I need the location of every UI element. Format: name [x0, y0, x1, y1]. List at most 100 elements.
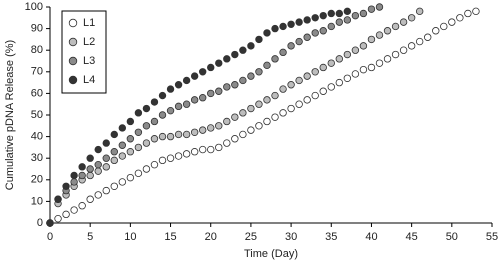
point — [239, 76, 247, 85]
point — [271, 91, 279, 100]
point — [118, 152, 127, 160]
point — [126, 117, 135, 126]
point — [110, 182, 118, 190]
point — [182, 150, 191, 158]
point — [142, 165, 151, 173]
point — [375, 31, 384, 39]
point — [86, 171, 94, 180]
point — [472, 7, 480, 16]
point — [102, 139, 110, 147]
point — [231, 113, 239, 121]
point — [279, 22, 287, 31]
point — [343, 7, 352, 16]
point — [327, 83, 335, 91]
point — [142, 139, 151, 147]
x-tick-label: 30 — [285, 231, 297, 243]
point — [198, 68, 207, 76]
point — [239, 46, 247, 54]
point — [335, 55, 344, 63]
point — [399, 46, 408, 54]
point — [207, 124, 215, 132]
point — [351, 11, 360, 20]
point — [150, 135, 159, 143]
point — [182, 100, 191, 108]
point — [215, 59, 223, 67]
point — [351, 46, 360, 54]
point — [391, 50, 400, 59]
x-tick-label: 15 — [164, 231, 176, 243]
point — [263, 61, 271, 70]
point — [271, 24, 279, 33]
y-tick-label: 10 — [31, 195, 43, 207]
point — [118, 124, 127, 132]
point — [190, 148, 199, 156]
point — [158, 132, 167, 141]
point — [86, 195, 94, 203]
point — [327, 22, 335, 31]
point — [359, 42, 368, 50]
y-tick-label: 50 — [31, 109, 43, 121]
point — [231, 135, 239, 143]
point — [70, 171, 78, 180]
point — [231, 50, 239, 59]
point — [383, 27, 392, 35]
point — [295, 37, 303, 46]
y-tick-label: 30 — [31, 152, 43, 164]
point — [255, 68, 263, 76]
x-tick-label: 45 — [406, 231, 418, 243]
point — [174, 130, 183, 139]
point — [367, 5, 376, 13]
point — [255, 100, 263, 108]
point — [190, 96, 199, 104]
point — [359, 9, 368, 18]
point — [263, 96, 271, 104]
point — [343, 74, 352, 82]
x-tick-label: 10 — [124, 231, 136, 243]
point — [327, 59, 335, 67]
point — [174, 102, 183, 111]
point — [62, 210, 70, 219]
point — [118, 141, 127, 149]
legend-label: L3 — [83, 55, 95, 67]
point — [287, 104, 295, 113]
point — [231, 81, 239, 89]
point — [407, 42, 416, 50]
point — [263, 29, 271, 37]
y-tick-label: 60 — [31, 87, 43, 99]
point — [351, 70, 360, 78]
point — [158, 156, 167, 165]
point — [110, 148, 118, 156]
point — [255, 122, 263, 130]
point — [456, 14, 464, 22]
point — [319, 87, 327, 95]
point — [174, 152, 183, 160]
y-tick-label: 80 — [31, 44, 43, 56]
x-tick-label: 35 — [325, 231, 337, 243]
point — [255, 35, 263, 44]
x-tick-label: 40 — [365, 231, 377, 243]
point — [190, 72, 199, 80]
point — [359, 65, 368, 74]
x-tick-label: 55 — [486, 231, 498, 243]
point — [432, 27, 440, 35]
point — [94, 160, 102, 169]
point — [375, 3, 384, 11]
point — [239, 109, 247, 117]
point — [343, 50, 352, 59]
point — [367, 63, 376, 72]
point — [54, 195, 62, 203]
x-tick-label: 25 — [245, 231, 257, 243]
point — [102, 186, 110, 195]
point — [295, 76, 303, 85]
legend-symbol — [68, 56, 78, 66]
point — [215, 143, 223, 152]
point — [54, 214, 62, 223]
point — [295, 18, 303, 26]
point — [134, 109, 143, 117]
point — [375, 59, 384, 67]
point — [464, 9, 472, 18]
point — [448, 18, 456, 26]
point — [110, 130, 118, 139]
legend-symbol — [68, 18, 78, 28]
point — [110, 156, 118, 165]
